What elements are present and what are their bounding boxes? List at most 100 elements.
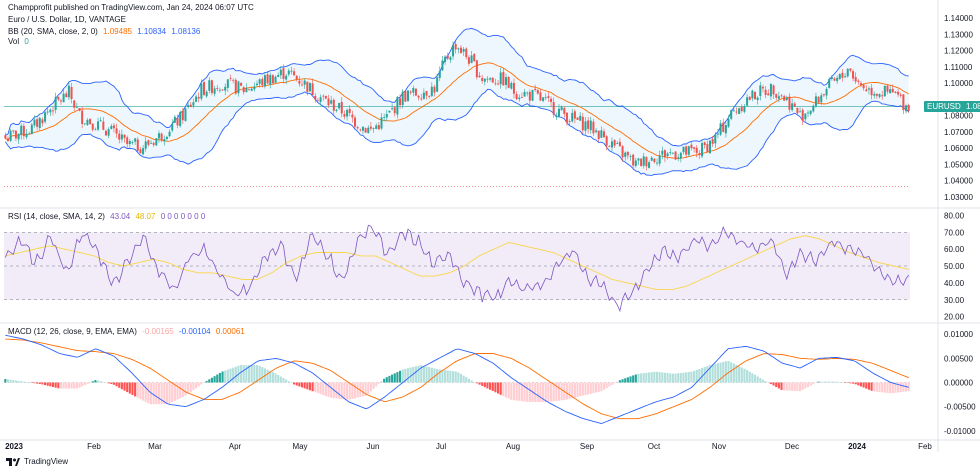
candle bbox=[738, 108, 741, 114]
candle bbox=[86, 119, 89, 125]
candle bbox=[695, 147, 698, 153]
candle bbox=[401, 91, 404, 106]
macd-histogram-bar bbox=[356, 382, 359, 398]
macd-histogram-bar bbox=[369, 382, 372, 392]
candle bbox=[306, 81, 309, 92]
candle bbox=[338, 102, 341, 109]
candle bbox=[881, 95, 884, 97]
candle bbox=[491, 77, 494, 83]
candle bbox=[576, 117, 579, 120]
candle bbox=[277, 75, 280, 77]
macd-histogram-bar bbox=[753, 374, 757, 383]
macd-histogram-bar bbox=[682, 372, 685, 383]
macd-histogram-bar bbox=[375, 382, 378, 387]
candle bbox=[142, 148, 145, 155]
candle bbox=[197, 96, 200, 99]
macd-axis-label: -0.01000 bbox=[944, 427, 976, 436]
macd-histogram-bar bbox=[287, 381, 290, 383]
tradingview-logo[interactable]: TradingView bbox=[6, 457, 68, 466]
symbol-title[interactable]: Euro / U.S. Dollar, 1D, VANTAGE bbox=[8, 15, 126, 24]
candle bbox=[282, 68, 285, 79]
macd-histogram-bar bbox=[118, 382, 121, 388]
macd-histogram-bar bbox=[775, 382, 778, 388]
candle bbox=[14, 130, 17, 139]
candle bbox=[669, 152, 672, 153]
candle bbox=[459, 47, 462, 54]
candle bbox=[507, 77, 510, 88]
candle bbox=[743, 106, 746, 112]
candle bbox=[234, 79, 237, 94]
candle bbox=[857, 80, 860, 82]
macd-histogram-bar bbox=[417, 365, 420, 383]
macd-histogram-bar bbox=[542, 382, 545, 403]
candle bbox=[165, 136, 168, 140]
macd-legend[interactable]: MACD (12, 26, close, 9, EMA, EMA) -0.001… bbox=[8, 326, 245, 337]
candle bbox=[515, 93, 518, 100]
candle bbox=[764, 89, 767, 95]
macd-histogram-bar bbox=[433, 368, 436, 383]
price-axis-label: 1.04000 bbox=[944, 177, 973, 186]
macd-histogram-bar bbox=[41, 382, 44, 385]
bb-legend[interactable]: BB (20, SMA, close, 2, 0) 1.09485 1.1083… bbox=[8, 26, 200, 37]
candle bbox=[555, 115, 558, 117]
rsi-legend[interactable]: RSI (14, close, SMA, 14, 2) 43.04 48.07 … bbox=[8, 211, 205, 222]
candle bbox=[33, 119, 36, 126]
candle bbox=[642, 156, 645, 166]
candle bbox=[396, 97, 399, 115]
candle bbox=[218, 89, 221, 91]
price-axis-label: 1.10000 bbox=[944, 79, 973, 88]
macd-histogram-bar bbox=[303, 382, 306, 389]
macd-histogram-bar bbox=[73, 382, 76, 389]
macd-histogram-bar bbox=[605, 382, 608, 389]
macd-line-value: -0.00104 bbox=[179, 327, 211, 336]
candle bbox=[25, 133, 28, 138]
candle bbox=[526, 92, 529, 94]
macd-histogram-bar bbox=[195, 382, 198, 389]
candle bbox=[438, 70, 441, 78]
candle bbox=[78, 108, 81, 111]
candle bbox=[4, 135, 7, 139]
macd-histogram-bar bbox=[716, 363, 719, 383]
macd-histogram-bar bbox=[518, 382, 521, 401]
price-tag[interactable]: EURUSD 1.08613 bbox=[924, 101, 980, 112]
macd-histogram-bar bbox=[165, 382, 168, 405]
macd-histogram-bar bbox=[552, 382, 555, 402]
time-axis-label: May bbox=[292, 442, 307, 451]
vol-legend[interactable]: Vol 0 bbox=[8, 36, 29, 47]
macd-histogram-bar bbox=[155, 382, 158, 405]
macd-histogram-bar bbox=[730, 362, 733, 383]
candle bbox=[621, 146, 624, 158]
macd-histogram-bar bbox=[293, 382, 296, 385]
macd-histogram-bar bbox=[274, 373, 277, 383]
bb-lower-line bbox=[4, 88, 910, 176]
candle bbox=[483, 78, 486, 82]
candle bbox=[49, 109, 52, 113]
macd-histogram-bar bbox=[28, 382, 31, 383]
macd-histogram-bar bbox=[512, 382, 516, 401]
candle bbox=[661, 150, 664, 155]
macd-histogram-bar bbox=[205, 380, 208, 383]
candle bbox=[112, 125, 115, 129]
candle bbox=[698, 153, 701, 156]
macd-histogram-bar bbox=[22, 381, 25, 383]
candle bbox=[833, 78, 836, 81]
candle bbox=[245, 88, 248, 93]
macd-histogram-bar bbox=[889, 382, 892, 394]
candle bbox=[812, 105, 815, 112]
macd-histogram-bar bbox=[610, 382, 614, 385]
macd-histogram-bar bbox=[218, 372, 221, 383]
macd-histogram-bar bbox=[104, 382, 108, 383]
candle bbox=[152, 142, 155, 145]
candle bbox=[200, 83, 203, 99]
candle bbox=[97, 121, 100, 130]
macd-histogram-bar bbox=[298, 382, 301, 387]
macd-histogram-bar bbox=[200, 382, 203, 385]
candle bbox=[838, 74, 841, 80]
macd-histogram-bar bbox=[245, 365, 248, 383]
macd-histogram-bar bbox=[544, 382, 547, 403]
macd-histogram-bar bbox=[255, 365, 259, 383]
macd-histogram-bar bbox=[409, 367, 412, 383]
candle bbox=[523, 91, 526, 97]
candle bbox=[99, 120, 102, 121]
